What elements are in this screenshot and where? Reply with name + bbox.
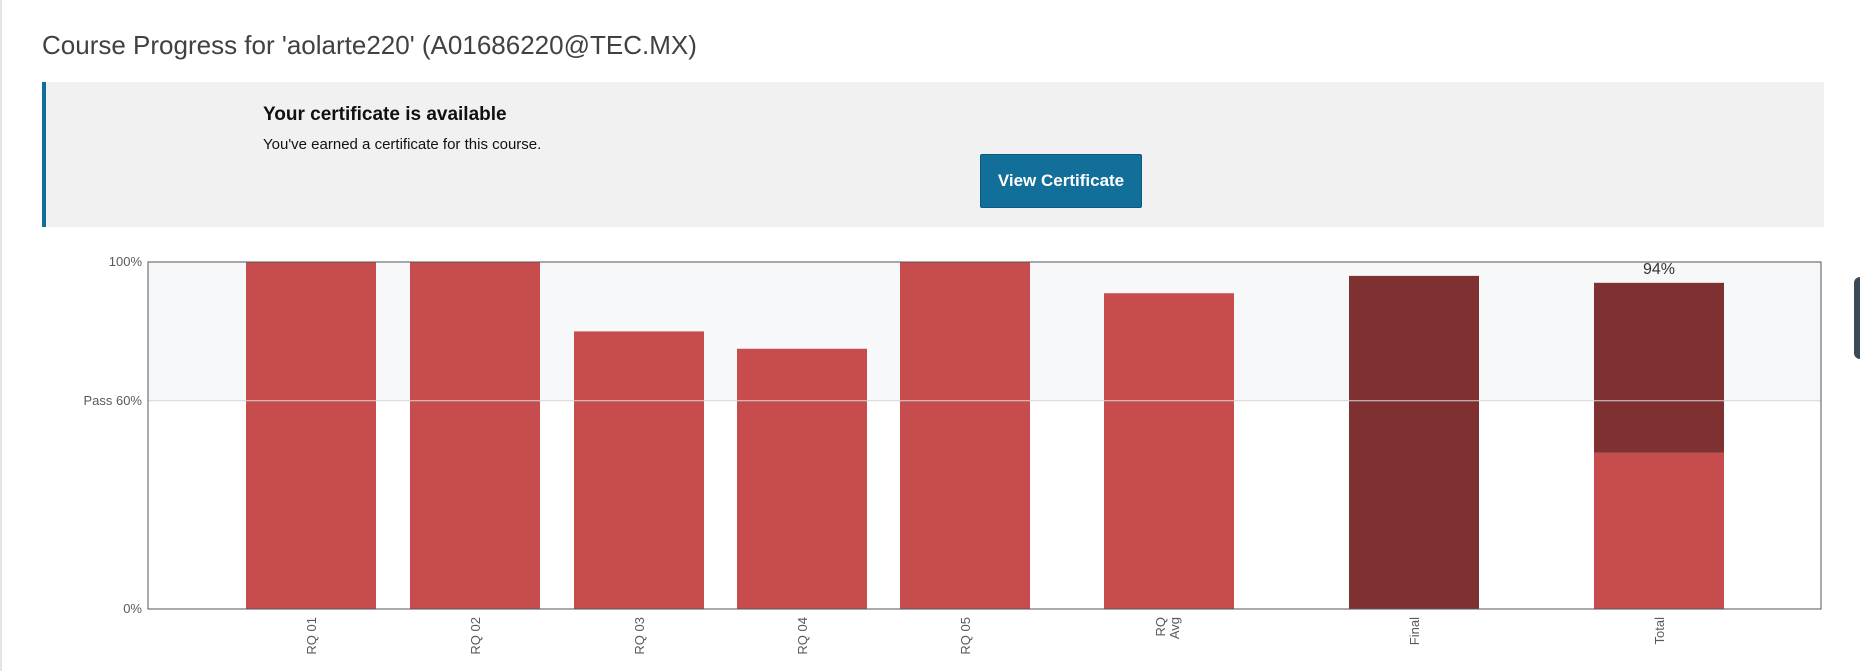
chart-bar-total-assignments <box>1594 452 1724 609</box>
scroll-handle[interactable] <box>1854 277 1860 359</box>
chart-bar-rq-02 <box>410 262 540 609</box>
y-tick-label: Pass 60% <box>83 393 142 408</box>
certificate-message: You've earned a certificate for this cou… <box>263 136 542 153</box>
page-left-border <box>0 0 2 671</box>
plot-frame <box>147 261 1822 610</box>
x-category-label: Total <box>1652 617 1667 645</box>
view-certificate-button[interactable]: View Certificate <box>980 154 1142 208</box>
y-tick-label: 0% <box>123 601 142 616</box>
certificate-banner: Your certificate is available You've ear… <box>42 82 1824 227</box>
x-category-label: RQ 02 <box>468 617 483 655</box>
chart-bar-rq-05 <box>900 262 1030 609</box>
chart-bar-rq-avg <box>1104 293 1234 609</box>
x-category-label: RQ 03 <box>632 617 647 655</box>
x-category-label: RQ 01 <box>304 617 319 655</box>
chart-bar-total-final <box>1594 282 1724 453</box>
x-category-label: Final <box>1407 617 1422 645</box>
chart-bar-rq-01 <box>246 262 376 609</box>
chart-bar-final <box>1349 275 1479 609</box>
x-category-label: RQ 05 <box>958 617 973 655</box>
x-category-label: RQ 04 <box>795 617 810 655</box>
certificate-title: Your certificate is available <box>263 104 507 125</box>
chart-bar-rq-04 <box>737 348 867 609</box>
bar-value-label: 94% <box>1643 261 1675 278</box>
y-tick-label: 100% <box>109 254 143 269</box>
page-title: Course Progress for 'aolarte220' (A01686… <box>42 30 697 60</box>
x-category-label: Avg <box>1167 617 1182 639</box>
x-category-label: RQ <box>1153 617 1168 637</box>
chart-bar-rq-03 <box>574 331 704 609</box>
